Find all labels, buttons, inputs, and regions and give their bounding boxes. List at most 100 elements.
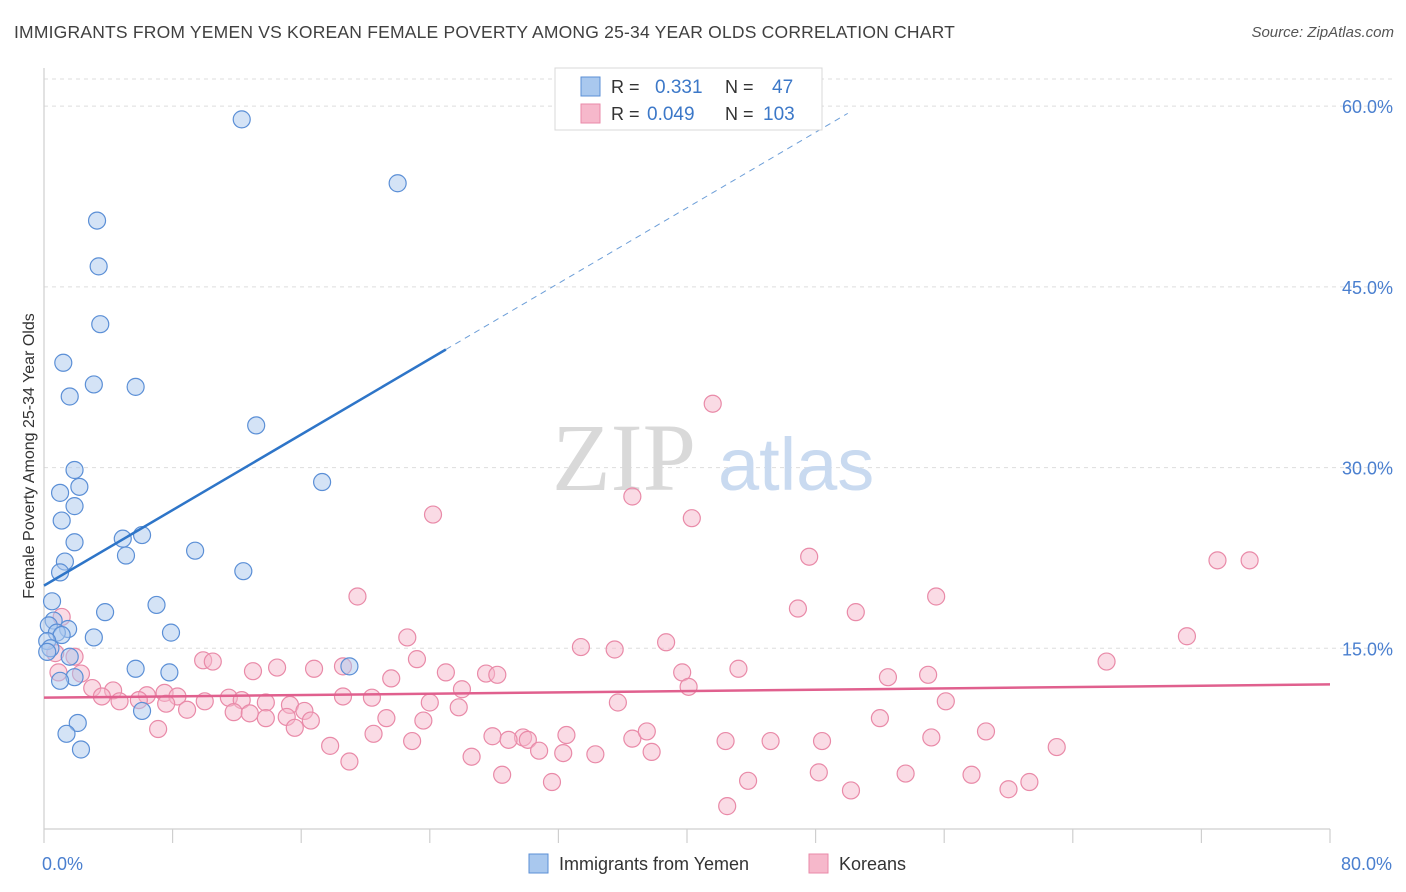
korean-point — [1020, 772, 1039, 792]
korean-point — [483, 727, 502, 746]
chart-title: IMMIGRANTS FROM YEMEN VS KOREAN FEMALE P… — [14, 22, 956, 42]
korean-point — [321, 736, 340, 755]
watermark: ZIP atlas — [552, 404, 874, 511]
korean-point — [285, 718, 304, 737]
korean-point — [679, 677, 698, 696]
series-legend: Immigrants from Yemen Koreans — [528, 853, 906, 874]
yemen-point — [388, 174, 407, 193]
korean-point — [571, 637, 591, 657]
korean-point — [896, 764, 915, 783]
yemen-point — [57, 724, 76, 743]
yemen-point — [126, 377, 145, 396]
legend-label-korean: Koreans — [839, 854, 906, 874]
yemen-point — [71, 740, 91, 759]
korean-point — [256, 709, 275, 728]
stats-r-label: R = — [611, 77, 640, 97]
legend-swatch-yemen — [528, 853, 549, 874]
y-tick-label: 30.0% — [1342, 459, 1393, 479]
yemen-point — [65, 460, 84, 480]
yemen-point — [234, 562, 253, 581]
yemen-point — [52, 511, 71, 530]
axes — [43, 68, 1331, 843]
korean-point — [452, 680, 472, 699]
yemen-point — [132, 701, 152, 721]
korean-point — [177, 700, 197, 719]
yemen-point — [42, 592, 62, 611]
korean-point — [518, 730, 537, 749]
korean-point — [224, 703, 243, 722]
legend-label-yemen: Immigrants from Yemen — [559, 854, 749, 874]
korean-point — [919, 665, 938, 684]
korean-point — [657, 633, 676, 652]
korean-point — [149, 719, 168, 739]
korean-point — [927, 587, 946, 606]
korean-point — [738, 771, 758, 790]
korean-point — [1097, 652, 1116, 671]
yemen-point — [232, 110, 251, 129]
yemen-point — [340, 657, 359, 676]
korean-point — [157, 694, 176, 713]
korean-point — [809, 763, 828, 782]
korean-point — [716, 731, 735, 751]
yemen-point — [247, 416, 266, 435]
stats-n-value: 103 — [763, 104, 795, 125]
y-axis-label: Female Poverty Among 25-34 Year Olds — [21, 313, 38, 599]
korean-point — [788, 599, 808, 618]
korean-point — [718, 797, 737, 816]
korean-point — [423, 505, 443, 524]
korean-point — [530, 741, 549, 760]
stats-swatch-yemen — [580, 76, 601, 97]
korean-point — [729, 659, 748, 678]
korean-point — [761, 731, 780, 751]
yemen-point — [68, 713, 87, 733]
x-tick-label: 80.0% — [1341, 854, 1392, 874]
yemen-point — [95, 603, 115, 622]
korean-point — [304, 659, 324, 678]
korean-point — [364, 724, 383, 743]
source-label: Source: ZipAtlas.com — [1251, 24, 1394, 41]
stats-legend: R = 0.331 N = 47 R = 0.049 N = 103 — [554, 67, 823, 131]
korean-point — [682, 509, 701, 528]
korean-trend-line — [43, 683, 1331, 699]
korean-point — [554, 743, 573, 763]
stats-r-value: 0.331 — [655, 77, 703, 98]
korean-point — [557, 725, 576, 745]
korean-point — [407, 650, 427, 669]
korean-point — [870, 709, 890, 728]
korean-point — [922, 728, 941, 747]
korean-point — [846, 603, 865, 622]
yemen-point — [54, 353, 73, 372]
korean-point — [493, 765, 512, 784]
yemen-point — [126, 659, 145, 678]
korean-point — [642, 742, 661, 761]
korean-point — [340, 752, 359, 771]
yemen-points — [38, 110, 407, 759]
korean-point — [382, 669, 401, 688]
stats-swatch-korean — [580, 103, 601, 124]
korean-point — [703, 394, 722, 413]
korean-point — [608, 693, 627, 712]
korean-point — [240, 704, 259, 723]
yemen-point — [91, 315, 110, 334]
yemen-point — [60, 387, 79, 406]
tick-labels: 15.0% 30.0% 45.0% 60.0% 0.0% 80.0% — [42, 97, 1393, 874]
yemen-point — [65, 533, 84, 552]
y-tick-label: 15.0% — [1342, 639, 1393, 659]
korean-point — [488, 665, 507, 684]
watermark-atlas: atlas — [718, 423, 874, 506]
yemen-point — [84, 628, 103, 647]
yemen-point — [50, 671, 70, 690]
korean-point — [377, 709, 396, 728]
yemen-trend-extension — [445, 112, 849, 350]
y-tick-label: 45.0% — [1342, 278, 1393, 298]
stats-n-value: 47 — [772, 77, 793, 98]
yemen-point — [70, 477, 89, 496]
stats-n-label: N = — [725, 104, 754, 124]
yemen-trend-line — [43, 348, 447, 587]
korean-point — [348, 587, 367, 606]
korean-point — [962, 765, 981, 784]
korean-point — [586, 745, 605, 764]
korean-point — [403, 731, 422, 751]
korean-point — [462, 747, 481, 766]
